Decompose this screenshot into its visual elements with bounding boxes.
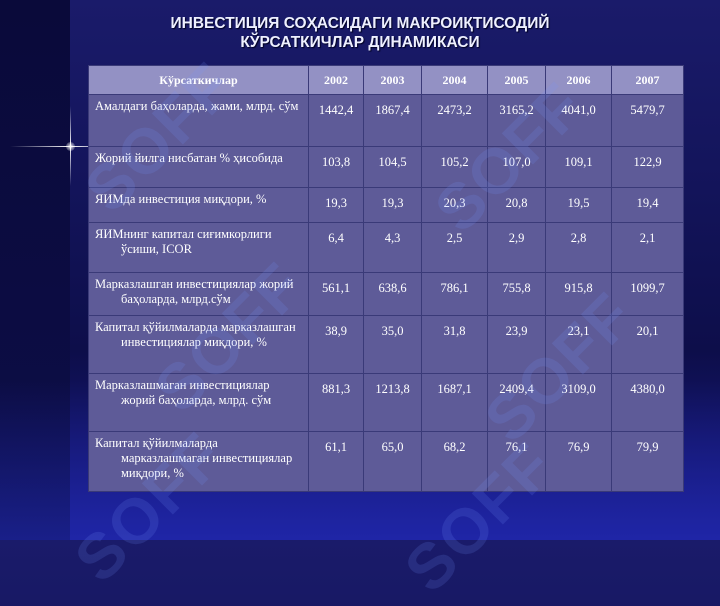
value-cell: 65,0 bbox=[363, 431, 422, 492]
table-row: Марказлашмаган инвестициялар жорий баҳол… bbox=[88, 373, 684, 432]
value-cell: 5479,7 bbox=[611, 94, 684, 147]
value-cell: 35,0 bbox=[363, 315, 422, 375]
value-cell: 19,4 bbox=[611, 187, 684, 224]
header-cell: 2006 bbox=[545, 65, 612, 95]
value-cell: 76,1 bbox=[487, 431, 546, 492]
table-row: Капитал қўйилмаларда марказлашмаган инве… bbox=[88, 431, 684, 492]
slide-title-line-2: КЎРСАТКИЧЛАР ДИНАМИКАСИ bbox=[240, 34, 480, 51]
value-cell: 4,3 bbox=[363, 222, 422, 273]
value-cell: 103,8 bbox=[308, 145, 364, 189]
row-label-cell: ЯИМнинг капитал сиғимкорлиги ўсиши, ICOR bbox=[88, 222, 309, 273]
value-cell: 19,3 bbox=[308, 187, 364, 224]
value-cell: 2,8 bbox=[545, 222, 612, 273]
value-cell: 638,6 bbox=[363, 271, 422, 317]
value-cell: 104,5 bbox=[363, 145, 422, 189]
value-cell: 1213,8 bbox=[363, 373, 422, 432]
value-cell: 68,2 bbox=[421, 431, 488, 492]
value-cell: 76,9 bbox=[545, 431, 612, 492]
row-label-cell: ЯИМда инвестиция миқдори, % bbox=[88, 187, 309, 224]
investment-indicators-table: Кўрсаткичлар 2002 2003 2004 2005 2006 20… bbox=[88, 65, 684, 492]
value-cell: 3109,0 bbox=[545, 373, 612, 432]
value-cell: 561,1 bbox=[308, 271, 364, 317]
value-cell: 79,9 bbox=[611, 431, 684, 492]
value-cell: 4041,0 bbox=[545, 94, 612, 147]
value-cell: 3165,2 bbox=[487, 94, 546, 147]
table-header-row: Кўрсаткичлар 2002 2003 2004 2005 2006 20… bbox=[88, 65, 684, 95]
value-cell: 755,8 bbox=[487, 271, 546, 317]
value-cell: 2,1 bbox=[611, 222, 684, 273]
value-cell: 2,9 bbox=[487, 222, 546, 273]
row-label-cell: Амалдаги баҳоларда, жами, млрд. сўм bbox=[88, 94, 309, 147]
header-cell: 2002 bbox=[308, 65, 364, 95]
value-cell: 786,1 bbox=[421, 271, 488, 317]
value-cell: 20,3 bbox=[421, 187, 488, 224]
row-label: Капитал қўйилмаларда марказлашган инвест… bbox=[95, 320, 296, 350]
slide-title: ИНВЕСТИЦИЯ СОҲАСИДАГИ МАКРОИҚТИСОДИЙ КЎР… bbox=[0, 14, 720, 52]
value-cell: 915,8 bbox=[545, 271, 612, 317]
value-cell: 1867,4 bbox=[363, 94, 422, 147]
value-cell: 2473,2 bbox=[421, 94, 488, 147]
table-row: Жорий йилга нисбатан % ҳисобида 103,8 104,… bbox=[88, 145, 684, 189]
value-cell: 20,1 bbox=[611, 315, 684, 375]
value-cell: 19,3 bbox=[363, 187, 422, 224]
value-cell: 61,1 bbox=[308, 431, 364, 492]
slide-title-line-1: ИНВЕСТИЦИЯ СОҲАСИДАГИ МАКРОИҚТИСОДИЙ bbox=[170, 15, 550, 32]
row-label: Марказлашган инвестициялар жорий баҳолар… bbox=[95, 276, 294, 306]
value-cell: 122,9 bbox=[611, 145, 684, 189]
table-row: Амалдаги баҳоларда, жами, млрд. сўм 1442,… bbox=[88, 94, 684, 147]
table-row: ЯИМда инвестиция миқдори, % 19,3 19,3 20,3 2… bbox=[88, 187, 684, 224]
row-label-cell: Марказлашган инвестициялар жорий баҳолар… bbox=[88, 271, 309, 317]
value-cell: 31,8 bbox=[421, 315, 488, 375]
row-label-cell: Жорий йилга нисбатан % ҳисобида bbox=[88, 145, 309, 189]
value-cell: 23,9 bbox=[487, 315, 546, 375]
value-cell: 19,5 bbox=[545, 187, 612, 224]
value-cell: 6,4 bbox=[308, 222, 364, 273]
header-cell: 2005 bbox=[487, 65, 546, 95]
table-row: ЯИМнинг капитал сиғимкорлиги ўсиши, ICOR… bbox=[88, 222, 684, 273]
row-label: ЯИМда инвестиция миқдори, % bbox=[95, 192, 267, 207]
row-label: ЯИМнинг капитал сиғимкорлиги ўсиши, ICOR bbox=[95, 227, 272, 257]
table-row: Капитал қўйилмаларда марказлашган инвест… bbox=[88, 315, 684, 375]
value-cell: 2409,4 bbox=[487, 373, 546, 432]
header-cell: 2004 bbox=[421, 65, 488, 95]
value-cell: 881,3 bbox=[308, 373, 364, 432]
value-cell: 1687,1 bbox=[421, 373, 488, 432]
value-cell: 23,1 bbox=[545, 315, 612, 375]
value-cell: 107,0 bbox=[487, 145, 546, 189]
value-cell: 105,2 bbox=[421, 145, 488, 189]
header-cell: 2007 bbox=[611, 65, 684, 95]
value-cell: 20,8 bbox=[487, 187, 546, 224]
row-label: Капитал қўйилмаларда марказлашмаган инве… bbox=[95, 436, 293, 480]
value-cell: 109,1 bbox=[545, 145, 612, 189]
value-cell: 2,5 bbox=[421, 222, 488, 273]
row-label-cell: Капитал қўйилмаларда марказлашмаган инве… bbox=[88, 431, 309, 492]
row-label-cell: Марказлашмаган инвестициялар жорий баҳол… bbox=[88, 373, 309, 432]
header-cell: 2003 bbox=[363, 65, 422, 95]
row-label-cell: Капитал қўйилмаларда марказлашган инвест… bbox=[88, 315, 309, 375]
value-cell: 4380,0 bbox=[611, 373, 684, 432]
table-row: Марказлашган инвестициялар жорий баҳолар… bbox=[88, 271, 684, 317]
value-cell: 1099,7 bbox=[611, 271, 684, 317]
row-label: Жорий йилга нисбатан % ҳисобида bbox=[95, 150, 283, 165]
header-cell: Кўрсаткичлар bbox=[88, 65, 309, 95]
light-flare bbox=[10, 106, 130, 186]
row-label: Амалдаги баҳоларда, жами, млрд. сўм bbox=[95, 99, 299, 113]
row-label: Марказлашмаган инвестициялар жорий баҳол… bbox=[95, 378, 272, 408]
value-cell: 1442,4 bbox=[308, 94, 364, 147]
value-cell: 38,9 bbox=[308, 315, 364, 375]
